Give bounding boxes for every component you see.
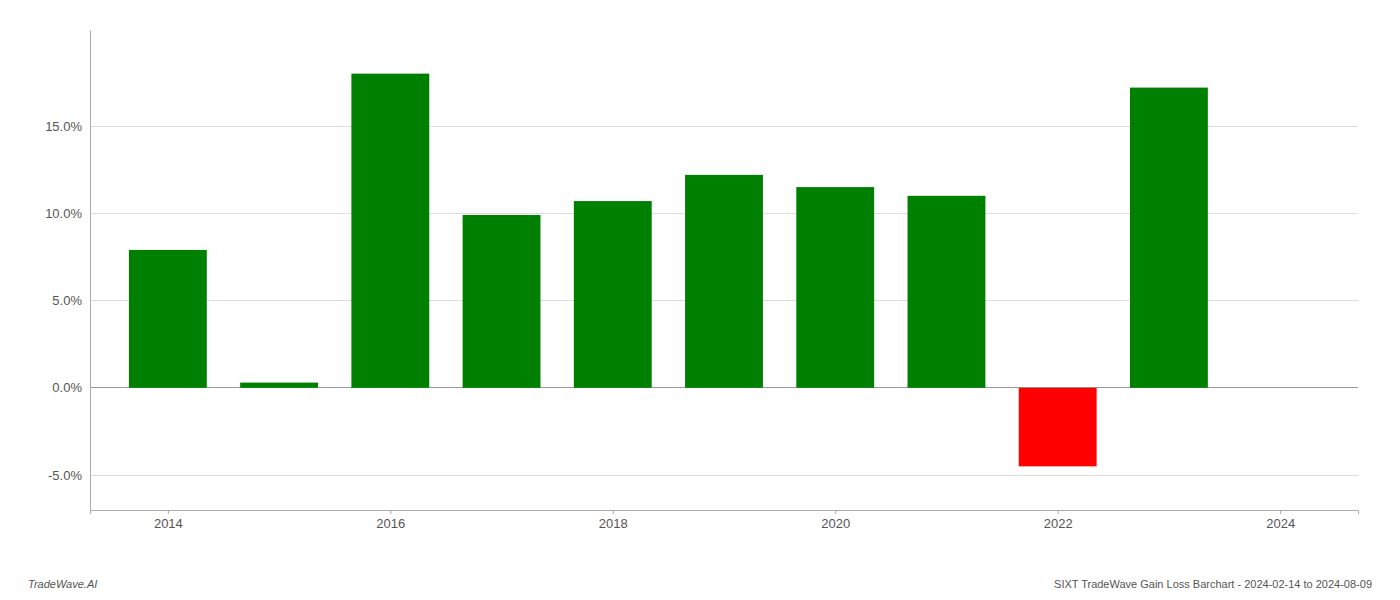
- x-tick-mark: [613, 510, 614, 514]
- x-tick-label: 2014: [154, 516, 183, 531]
- y-tick-label: 10.0%: [45, 206, 82, 221]
- footer-right: SIXT TradeWave Gain Loss Barchart - 2024…: [1054, 578, 1372, 590]
- x-tick: 2016: [376, 510, 405, 531]
- y-tick: 10.0%: [45, 206, 90, 221]
- footer-left: TradeWave.AI: [28, 578, 97, 590]
- x-tick-label: 2016: [376, 516, 405, 531]
- bar: [240, 383, 318, 388]
- bar: [908, 196, 986, 388]
- x-tick-mark: [168, 510, 169, 514]
- x-tick-label: 2018: [599, 516, 628, 531]
- bar: [574, 201, 652, 388]
- x-axis: 2014 2016 2018 2020 2022 2024: [91, 510, 1359, 531]
- x-axis-line: [91, 511, 1359, 515]
- x-tick-mark: [835, 510, 836, 514]
- grid-line: [90, 475, 1358, 476]
- x-tick-label: 2022: [1044, 516, 1073, 531]
- x-tick: 2022: [1044, 510, 1073, 531]
- y-axis: -5.0% 0.0% 5.0% 10.0% 15.0%: [45, 31, 90, 511]
- x-tick-mark: [390, 510, 391, 514]
- bar: [463, 215, 541, 388]
- bar: [351, 74, 429, 388]
- x-tick-mark: [1058, 510, 1059, 514]
- bar: [1019, 388, 1097, 467]
- y-axis-line: [90, 31, 91, 511]
- x-tick: 2024: [1266, 510, 1295, 531]
- y-tick: 15.0%: [45, 119, 90, 134]
- bar: [796, 187, 874, 388]
- bars: [129, 74, 1208, 467]
- chart-container: 2014 2016 2018 2020 2022 2024 -5.0% 0.0% 5.0% 10.…: [0, 0, 1400, 600]
- x-tick: 2014: [154, 510, 183, 531]
- y-tick: -5.0%: [48, 468, 90, 483]
- x-tick-label: 2024: [1266, 516, 1295, 531]
- chart-svg: 2014 2016 2018 2020 2022 2024 -5.0% 0.0% 5.0% 10.…: [0, 0, 1400, 600]
- y-tick-label: 15.0%: [45, 119, 82, 134]
- y-tick-label: -5.0%: [48, 468, 82, 483]
- y-tick: 5.0%: [52, 293, 90, 308]
- x-tick: 2020: [821, 510, 850, 531]
- bar: [685, 175, 763, 388]
- y-tick-label: 0.0%: [52, 380, 82, 395]
- bar: [1130, 88, 1208, 388]
- y-tick: 0.0%: [52, 380, 90, 395]
- bar: [129, 250, 207, 388]
- x-tick-mark: [1280, 510, 1281, 514]
- x-tick: 2018: [599, 510, 628, 531]
- y-tick-label: 5.0%: [52, 293, 82, 308]
- x-tick-label: 2020: [821, 516, 850, 531]
